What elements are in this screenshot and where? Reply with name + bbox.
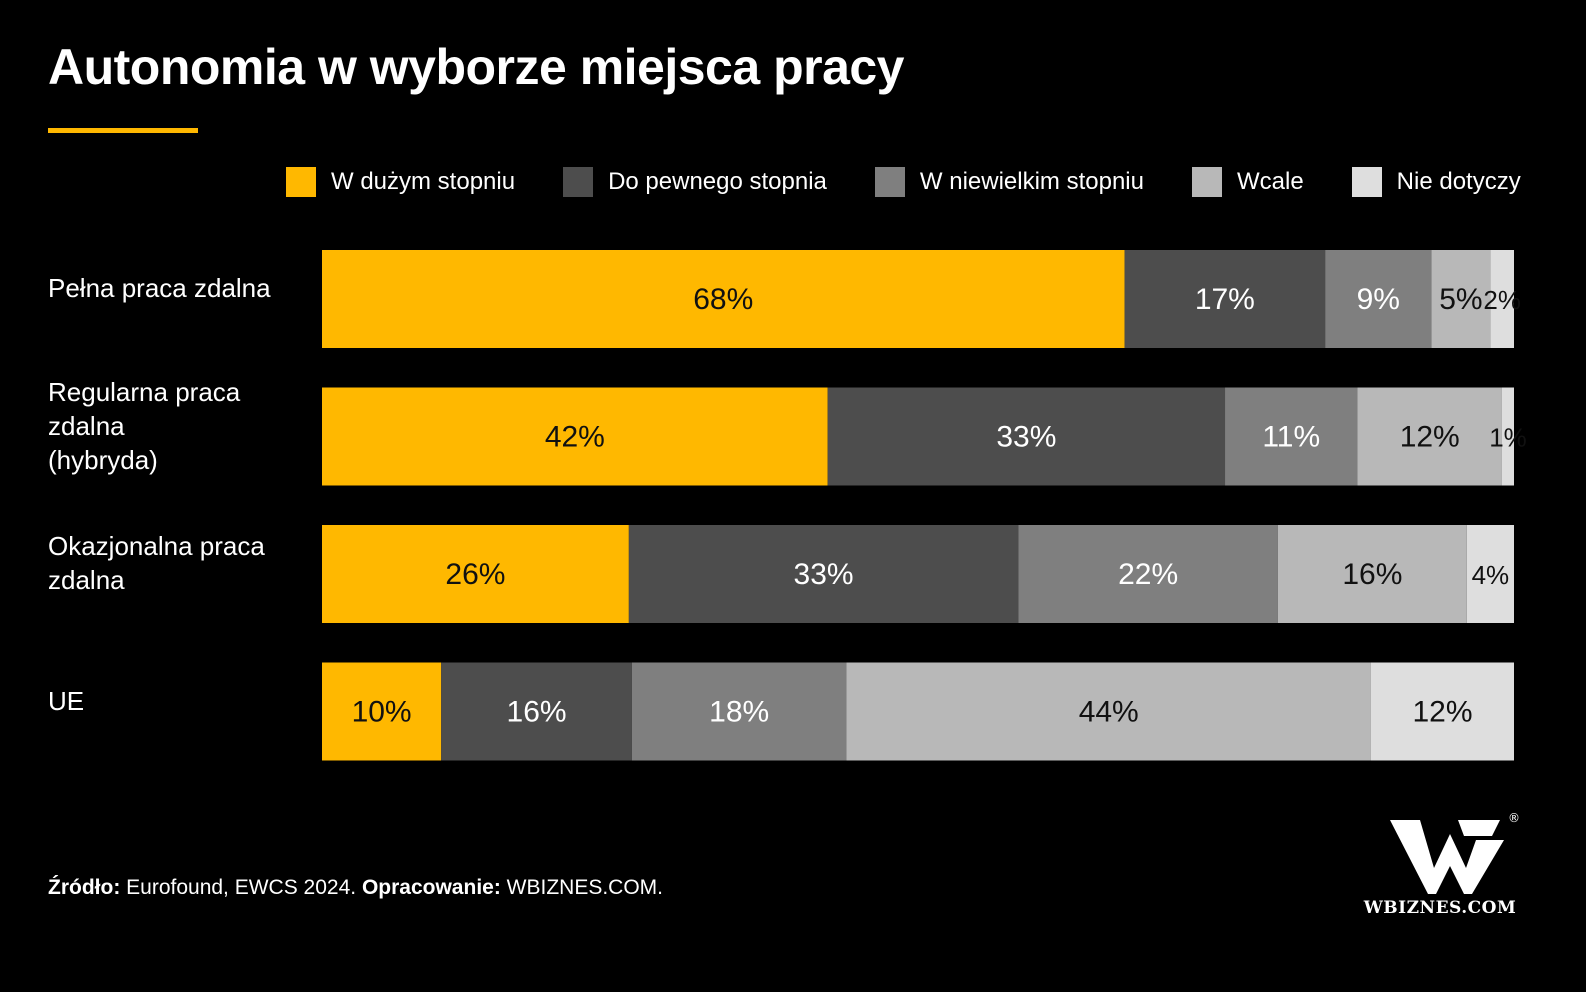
bar-segment bbox=[1431, 250, 1491, 348]
data-label: 4% bbox=[1472, 560, 1510, 590]
data-label: 33% bbox=[996, 421, 1056, 454]
legend-item: W niewielkim stopniu bbox=[874, 167, 1144, 197]
bar-segment bbox=[1357, 387, 1502, 486]
data-label: 2% bbox=[1483, 285, 1521, 315]
wbiznes-logo-icon: ® bbox=[1390, 811, 1520, 894]
category-label: Regularna praca zdalna (hybryda) bbox=[48, 376, 241, 475]
bar-segment bbox=[322, 662, 442, 761]
data-label: 1% bbox=[1489, 423, 1527, 453]
bar-segment bbox=[322, 250, 1125, 348]
category-label: Pełna praca zdalna bbox=[48, 273, 271, 303]
bar-segment bbox=[846, 662, 1371, 761]
bar-segment bbox=[322, 525, 629, 623]
data-label: 22% bbox=[1118, 558, 1178, 591]
bar-segment bbox=[1325, 250, 1432, 348]
bar-segment bbox=[1370, 662, 1514, 761]
bar-segment bbox=[1225, 387, 1358, 486]
data-label: 18% bbox=[709, 696, 769, 729]
bar-segment bbox=[1466, 525, 1514, 623]
source-label: Źródło: bbox=[48, 876, 121, 899]
prepared-label: Opracowanie: bbox=[361, 876, 501, 899]
data-label: 9% bbox=[1357, 283, 1400, 316]
bar-segment bbox=[322, 387, 828, 486]
data-label: 42% bbox=[545, 421, 605, 454]
bar-segment bbox=[1501, 387, 1514, 486]
data-label: 16% bbox=[507, 696, 567, 729]
bar-segment bbox=[628, 525, 1019, 623]
category-label: UE bbox=[48, 685, 85, 716]
legend-label: W dużym stopniu bbox=[331, 168, 516, 195]
legend-item: Nie dotyczy bbox=[1351, 167, 1521, 197]
bar-segment bbox=[1018, 525, 1278, 623]
legend-swatch bbox=[874, 167, 905, 197]
data-label: 12% bbox=[1412, 696, 1472, 729]
bar-segment bbox=[1490, 250, 1514, 348]
legend-label: Wcale bbox=[1236, 168, 1304, 195]
source-note: Źródło: Eurofound, EWCS 2024. Opracowani… bbox=[48, 876, 663, 900]
registered-mark: ® bbox=[1508, 811, 1520, 825]
data-label: 16% bbox=[1342, 558, 1402, 591]
logo-text: WBIZNES.COM bbox=[1363, 898, 1517, 918]
legend-swatch bbox=[286, 167, 316, 197]
bar-segment bbox=[1124, 250, 1326, 348]
data-label: 5% bbox=[1439, 283, 1482, 316]
data-label: 10% bbox=[352, 696, 412, 729]
chart-title: Autonomia w wyborze miejsca pracy bbox=[48, 39, 905, 95]
source-value: Eurofound, EWCS 2024. bbox=[120, 876, 362, 899]
data-label: 12% bbox=[1400, 421, 1460, 454]
legend-label: Nie dotyczy bbox=[1396, 168, 1521, 195]
bar-segment bbox=[631, 662, 847, 761]
legend-item: Do pewnego stopnia bbox=[563, 167, 827, 197]
bar-segment bbox=[827, 387, 1226, 486]
title-underline bbox=[48, 128, 198, 133]
prepared-value: WBIZNES.COM. bbox=[500, 876, 663, 899]
data-label: 44% bbox=[1079, 696, 1139, 729]
data-label: 68% bbox=[693, 283, 753, 316]
data-label: 17% bbox=[1195, 283, 1255, 316]
legend-swatch bbox=[1351, 167, 1382, 197]
data-label: 11% bbox=[1262, 421, 1320, 454]
legend-label: Do pewnego stopnia bbox=[608, 168, 827, 195]
legend: W dużym stopniu Do pewnego stopnia W niewi… bbox=[286, 166, 1569, 198]
legend-label: W niewielkim stopniu bbox=[919, 168, 1144, 195]
legend-swatch bbox=[1191, 167, 1222, 197]
category-label: Okazjonalna praca zdalna bbox=[48, 531, 265, 595]
data-label: 26% bbox=[445, 558, 505, 591]
legend-item: Wcale bbox=[1191, 167, 1304, 197]
data-label: 33% bbox=[794, 558, 854, 591]
legend-item: W dużym stopniu bbox=[286, 167, 515, 197]
bar-segment bbox=[441, 662, 632, 761]
bar-segment bbox=[1277, 525, 1467, 623]
legend-swatch bbox=[563, 167, 594, 197]
